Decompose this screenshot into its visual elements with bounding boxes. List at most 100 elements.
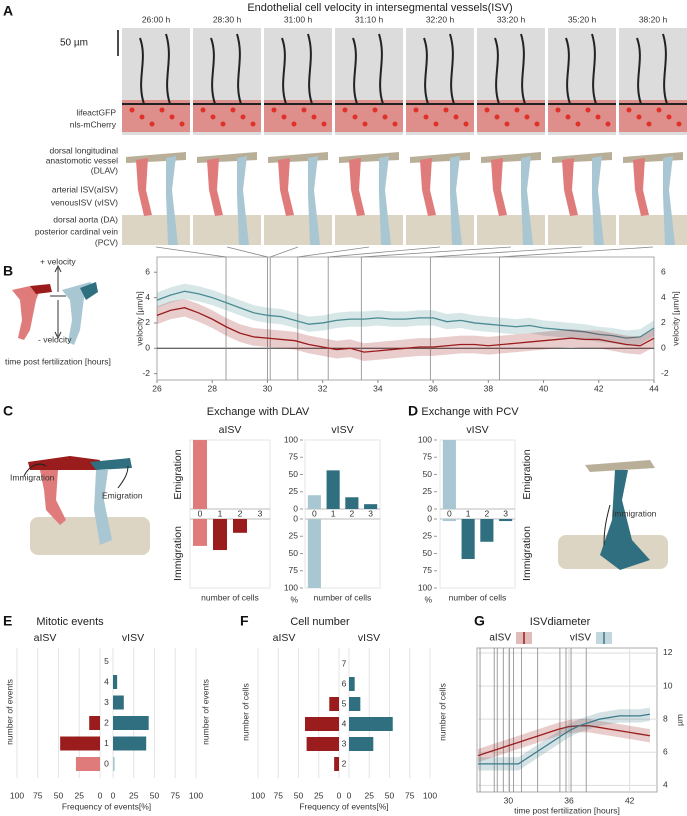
schematic-label: dorsal aorta (DA)	[53, 214, 118, 224]
x-tick-label: 75	[171, 790, 181, 800]
micrograph-nucleus	[321, 121, 327, 127]
time-marker	[498, 246, 654, 380]
bar	[113, 716, 149, 730]
annotation: Emigration	[102, 490, 143, 500]
bar	[304, 717, 339, 731]
x-tick-label: 2	[350, 508, 355, 518]
micrograph-nucleus	[392, 121, 398, 127]
x-axis-label: number of cells	[201, 592, 259, 602]
panel-title: vISV	[466, 424, 488, 436]
velocity-schematic	[12, 264, 98, 345]
legend-label: vISV	[570, 633, 591, 644]
schematic-labels: dorsal longitudinal anastomotic vessel (…	[35, 145, 118, 247]
y-tick-label: 0	[427, 513, 432, 523]
micrograph-nucleus	[413, 107, 419, 113]
bar	[349, 717, 393, 731]
schematic-dlav	[623, 152, 683, 163]
y-axis-label: velocity [µm/h]	[670, 291, 680, 346]
annotation: + velocity	[40, 256, 76, 266]
micrograph-nucleus	[281, 114, 287, 120]
y-tick-label: 0	[293, 513, 298, 523]
y-tick-label: 50	[423, 469, 433, 479]
y-axis-label: %	[424, 594, 432, 604]
channel-label: nls-mCherry	[70, 119, 117, 129]
schematic-aisv	[136, 158, 152, 216]
y-axis-label: velocity [µm/h]	[134, 291, 144, 346]
y-tick-label: 10	[663, 680, 673, 690]
micrograph-nucleus	[210, 114, 216, 120]
y-tick-label: 75	[289, 452, 299, 462]
panel-label: D	[408, 403, 418, 419]
schematic-visv	[166, 156, 178, 245]
chart-title: Exchange with PCV	[421, 406, 519, 418]
schematic-dlav	[268, 152, 328, 163]
plot-frame	[304, 439, 381, 589]
chart-title: ISVdiameter	[530, 616, 591, 628]
series-label: Emigration	[172, 449, 184, 499]
y-tick-label: 7	[342, 658, 347, 668]
micrograph-nucleus	[636, 114, 642, 120]
bar	[329, 697, 339, 711]
chart-title: Cell number	[290, 616, 350, 628]
time-label: 31:10 h	[355, 14, 384, 24]
micrograph-vessel	[264, 33, 332, 105]
legend-label: aISV	[489, 633, 511, 644]
y-tick-label: 6	[663, 747, 668, 757]
y-axis-label: %	[290, 594, 298, 604]
y-tick-label: 0	[104, 758, 109, 768]
y-tick-label: 0	[427, 503, 432, 513]
x-tick-label: 1	[466, 508, 471, 518]
y-tick-label: 25	[423, 531, 433, 541]
time-marker	[226, 246, 268, 380]
x-tick-label: 25	[129, 790, 139, 800]
series-line	[156, 290, 655, 339]
micrograph-nucleus	[362, 121, 368, 127]
time-marker	[429, 246, 583, 380]
y-tick-label: 0	[661, 343, 666, 353]
y-tick-label: 4	[145, 292, 150, 302]
schematic-aisv	[207, 158, 223, 216]
y-tick-label: 3	[342, 738, 347, 748]
micrograph-trunk	[619, 100, 687, 132]
micrograph-nucleus	[250, 121, 256, 127]
micrograph	[477, 28, 545, 135]
series-line	[156, 307, 655, 353]
time-label: 32:20 h	[426, 14, 455, 24]
y-tick-label: 25	[289, 531, 299, 541]
y-tick-label: 100	[284, 582, 298, 592]
x-tick-label: 42	[625, 795, 635, 805]
schematic-da	[264, 215, 332, 245]
y-tick-label: 2	[342, 758, 347, 768]
y-tick-label: -2	[661, 368, 669, 378]
micrograph-vessel	[619, 33, 687, 105]
x-tick-label: 0	[312, 508, 317, 518]
x-axis-label: Frequency of events[%]	[299, 801, 388, 811]
x-tick-label: 0	[347, 790, 352, 800]
series-label: Immigration	[172, 526, 184, 581]
error-band	[157, 283, 654, 346]
x-tick-label: 50	[294, 790, 304, 800]
time-marker	[360, 246, 512, 380]
series-label: aISV	[34, 632, 57, 644]
bar	[233, 519, 247, 533]
schematic-da	[619, 215, 687, 245]
x-tick-label: 30	[263, 383, 273, 393]
schematic-visv	[592, 156, 604, 245]
bar	[461, 519, 475, 560]
y-tick-label: 50	[423, 548, 433, 558]
time-label: 31:00 h	[284, 14, 313, 24]
y-tick-label: 25	[289, 486, 299, 496]
panel-label: C	[3, 403, 13, 419]
micrograph-nucleus	[585, 107, 591, 113]
micrograph-vessel	[477, 33, 545, 105]
bar	[60, 736, 100, 751]
x-tick-label: 38	[484, 383, 494, 393]
scale-bar-label: 50 µm	[60, 38, 88, 49]
x-tick-label: 25	[314, 790, 324, 800]
micrograph-vessel	[193, 33, 261, 105]
micrograph-nucleus	[555, 107, 561, 113]
x-tick-label: 50	[54, 790, 64, 800]
x-tick-label: 30	[504, 795, 514, 805]
x-tick-label: 44	[649, 383, 659, 393]
y-tick-label: 3	[104, 697, 109, 707]
